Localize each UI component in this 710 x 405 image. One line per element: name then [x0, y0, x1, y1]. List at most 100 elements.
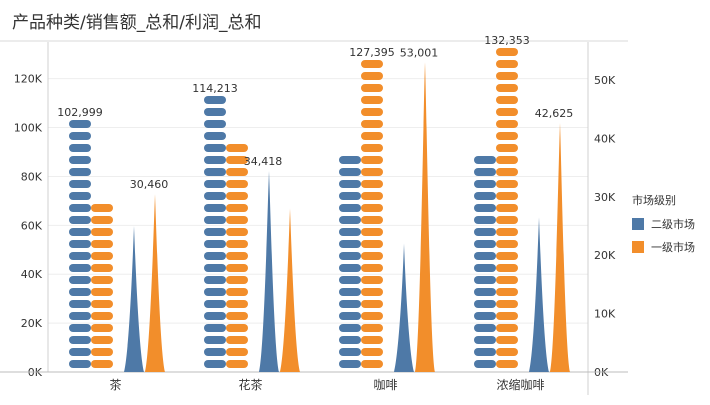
sales-bar-segment — [474, 324, 496, 332]
sales-bar-segment — [91, 240, 113, 248]
sales-bar-segment — [69, 168, 91, 176]
sales-bar-segment — [204, 324, 226, 332]
sales-bar-segment — [339, 216, 361, 224]
sales-bar-segment — [361, 264, 383, 272]
sales-bar-segment — [204, 108, 226, 116]
sales-bar-segment — [204, 360, 226, 368]
sales-bar-segment — [226, 360, 248, 368]
sales-bar-segment — [361, 120, 383, 128]
sales-bar-segment — [474, 360, 496, 368]
sales-bar-segment — [91, 336, 113, 344]
sales-bar-segment — [361, 348, 383, 356]
sales-bar-segment — [69, 192, 91, 200]
sales-bar-segment — [91, 276, 113, 284]
sales-bar-segment — [226, 180, 248, 188]
right-axis-tick-label: 30K — [594, 191, 616, 204]
sales-bar-segment — [69, 300, 91, 308]
profit-spike — [124, 225, 144, 372]
sales-bar-segment — [226, 192, 248, 200]
sales-bar-segment — [361, 204, 383, 212]
sales-bar-segment — [69, 204, 91, 212]
sales-bar-segment — [496, 252, 518, 260]
sales-bar-segment — [474, 228, 496, 236]
sales-bar-segment — [361, 240, 383, 248]
sales-bar-segment — [69, 276, 91, 284]
bar-value-label: 132,353 — [484, 34, 530, 47]
bar-value-label: 114,213 — [192, 82, 238, 95]
sales-bar-segment — [496, 168, 518, 176]
sales-bar-segment — [226, 276, 248, 284]
sales-bar-segment — [339, 204, 361, 212]
legend-item-primary[interactable]: 一级市场 — [632, 239, 695, 255]
profit-spike — [394, 243, 414, 372]
sales-bar-segment — [226, 240, 248, 248]
sales-bar-segment — [91, 288, 113, 296]
sales-bar-segment — [91, 228, 113, 236]
sales-bar-segment — [474, 336, 496, 344]
sales-bar-segment — [361, 288, 383, 296]
legend-item-secondary[interactable]: 二级市场 — [632, 216, 695, 232]
sales-bar-segment — [339, 252, 361, 260]
sales-bar-segment — [204, 300, 226, 308]
sales-bar-segment — [496, 312, 518, 320]
sales-bar-segment — [204, 216, 226, 224]
sales-bar-segment — [496, 264, 518, 272]
sales-bar-segment — [339, 324, 361, 332]
sales-bar-segment — [474, 204, 496, 212]
x-axis-category-label: 茶 — [109, 377, 121, 392]
chart-title: 产品种类/销售额_总和/利润_总和 — [12, 13, 262, 33]
sales-bar-segment — [69, 240, 91, 248]
legend-label-primary: 一级市场 — [651, 241, 695, 254]
sales-bar-segment — [339, 288, 361, 296]
right-axis-tick-label: 20K — [594, 249, 616, 262]
sales-bar-segment — [91, 300, 113, 308]
sales-bar-segment — [69, 156, 91, 164]
sales-bar-segment — [361, 180, 383, 188]
sales-bar-segment — [496, 84, 518, 92]
sales-bar-segment — [474, 156, 496, 164]
sales-bar-segment — [361, 156, 383, 164]
sales-bar-segment — [474, 240, 496, 248]
sales-bar-segment — [496, 228, 518, 236]
sales-bar-segment — [69, 252, 91, 260]
spike-value-label: 42,625 — [535, 107, 574, 120]
profit-spike — [259, 170, 279, 372]
sales-bar-segment — [91, 252, 113, 260]
sales-bar-segment — [204, 336, 226, 344]
legend: 市场级别 二级市场 一级市场 — [632, 192, 695, 262]
sales-bar-segment — [204, 264, 226, 272]
sales-bar-segment — [474, 252, 496, 260]
sales-bar-segment — [339, 336, 361, 344]
sales-bar-segment — [204, 192, 226, 200]
sales-bar-segment — [226, 300, 248, 308]
sales-bar-segment — [69, 216, 91, 224]
sales-bar-segment — [339, 348, 361, 356]
sales-bar-segment — [474, 180, 496, 188]
sales-bar-segment — [69, 264, 91, 272]
sales-bar-segment — [339, 168, 361, 176]
sales-bar-segment — [69, 288, 91, 296]
sales-bar-segment — [204, 276, 226, 284]
sales-bar-segment — [496, 240, 518, 248]
sales-bar-segment — [496, 216, 518, 224]
sales-bar-segment — [361, 300, 383, 308]
sales-bar-segment — [474, 168, 496, 176]
sales-bar-segment — [474, 312, 496, 320]
right-axis-tick-label: 40K — [594, 132, 616, 145]
left-axis-tick-label: 40K — [21, 268, 43, 281]
sales-bar-segment — [361, 360, 383, 368]
sales-bar-segment — [204, 204, 226, 212]
sales-bar-segment — [226, 228, 248, 236]
right-axis-tick-label: 10K — [594, 308, 616, 321]
sales-bar-segment — [204, 312, 226, 320]
sales-bar-segment — [226, 324, 248, 332]
sales-bar-segment — [474, 264, 496, 272]
sales-bar-segment — [339, 192, 361, 200]
profit-spike — [280, 208, 300, 372]
sales-bar-segment — [339, 264, 361, 272]
sales-bar-segment — [496, 192, 518, 200]
sales-bar-segment — [474, 348, 496, 356]
sales-bar-segment — [361, 192, 383, 200]
sales-bar-segment — [361, 276, 383, 284]
